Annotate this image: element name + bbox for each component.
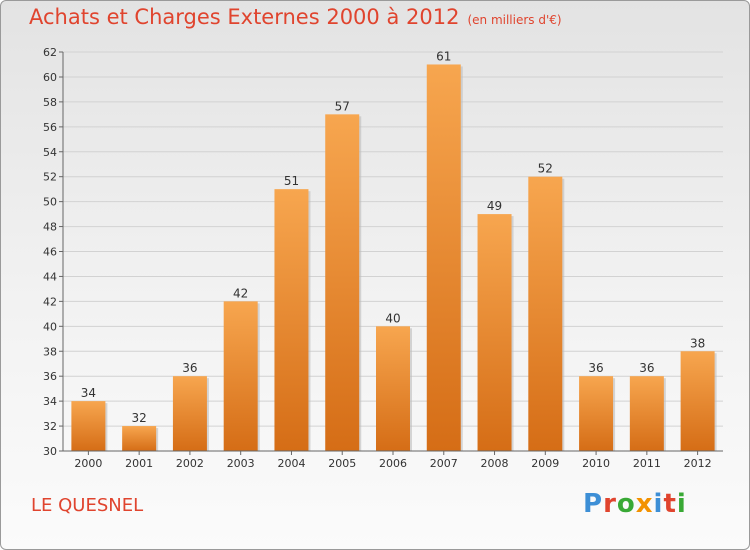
y-tick-label: 46	[43, 246, 57, 259]
bar	[680, 351, 715, 451]
y-tick-label: 54	[43, 146, 57, 159]
y-tick-label: 56	[43, 121, 57, 134]
x-tick-label: 2003	[227, 457, 255, 470]
x-tick-label: 2004	[277, 457, 305, 470]
x-tick-label: 2009	[531, 457, 559, 470]
y-tick-label: 44	[43, 270, 57, 283]
x-tick-label: 2001	[125, 457, 153, 470]
y-tick-label: 42	[43, 295, 57, 308]
data-label: 49	[487, 199, 502, 213]
bar	[122, 426, 157, 451]
x-tick-label: 2002	[176, 457, 204, 470]
data-label: 40	[385, 311, 400, 325]
title-text: Achats et Charges Externes 2000 à 2012	[29, 5, 460, 29]
y-tick-label: 48	[43, 221, 57, 234]
y-tick-label: 58	[43, 96, 57, 109]
bar	[426, 64, 461, 451]
title-unit: (en milliers d'€)	[467, 13, 562, 27]
commune-name: LE QUESNEL	[31, 495, 144, 516]
data-label: 36	[588, 361, 603, 375]
bar	[172, 376, 207, 451]
logo-letter: x	[635, 489, 654, 519]
x-tick-label: 2008	[481, 457, 509, 470]
x-tick-label: 2012	[684, 457, 712, 470]
chart-title: Achats et Charges Externes 2000 à 2012 (e…	[29, 5, 562, 29]
data-label: 36	[182, 361, 197, 375]
logo-letter: P	[583, 489, 604, 519]
bar	[579, 376, 614, 451]
y-tick-label: 52	[43, 171, 57, 184]
y-tick-label: 50	[43, 196, 57, 209]
y-tick-label: 32	[43, 420, 57, 433]
logo-letter: i	[676, 489, 687, 519]
y-tick-label: 30	[43, 445, 57, 458]
data-label: 34	[81, 386, 96, 400]
y-axis: 30 32 34 36 38 40 42 44 46 48 50 52 54 56 58 60 62	[43, 46, 64, 458]
bar	[376, 326, 410, 451]
logo-letter: t	[663, 489, 677, 519]
y-tick-label: 38	[43, 345, 57, 358]
y-tick-label: 40	[43, 320, 57, 333]
logo-letter: o	[616, 489, 636, 519]
data-label: 36	[639, 361, 654, 375]
data-label: 51	[284, 174, 299, 188]
y-tick-label: 62	[43, 46, 57, 59]
data-label: 32	[132, 411, 147, 425]
x-tick-label: 2011	[633, 457, 661, 470]
bar	[71, 401, 106, 451]
x-axis: 2000 2001 2002 2003 2004 2005 2006 2007 2008 2009…	[63, 450, 723, 470]
y-tick-label: 36	[43, 370, 57, 383]
proxiti-logo[interactable]: Proxiti	[583, 489, 687, 519]
logo-letter: r	[603, 489, 617, 519]
x-tick-label: 2005	[328, 457, 356, 470]
y-tick-label: 60	[43, 71, 57, 84]
data-label: 57	[335, 99, 350, 113]
bar	[528, 176, 563, 451]
x-tick-label: 2006	[379, 457, 407, 470]
bars: 34 32 36 42 51 57 40 61 49 52 36 36 38	[71, 49, 717, 451]
bar	[274, 189, 309, 451]
x-tick-label: 2007	[430, 457, 458, 470]
bar	[325, 114, 360, 451]
x-tick-label: 2000	[74, 457, 102, 470]
y-tick-label: 34	[43, 395, 57, 408]
data-label: 42	[233, 286, 248, 300]
bar	[477, 214, 512, 451]
logo-letter: i	[653, 489, 664, 519]
data-label: 38	[690, 336, 705, 350]
data-label: 52	[538, 162, 553, 176]
data-label: 61	[436, 49, 451, 63]
bar	[223, 301, 258, 451]
x-tick-label: 2010	[582, 457, 610, 470]
bar	[629, 376, 664, 451]
